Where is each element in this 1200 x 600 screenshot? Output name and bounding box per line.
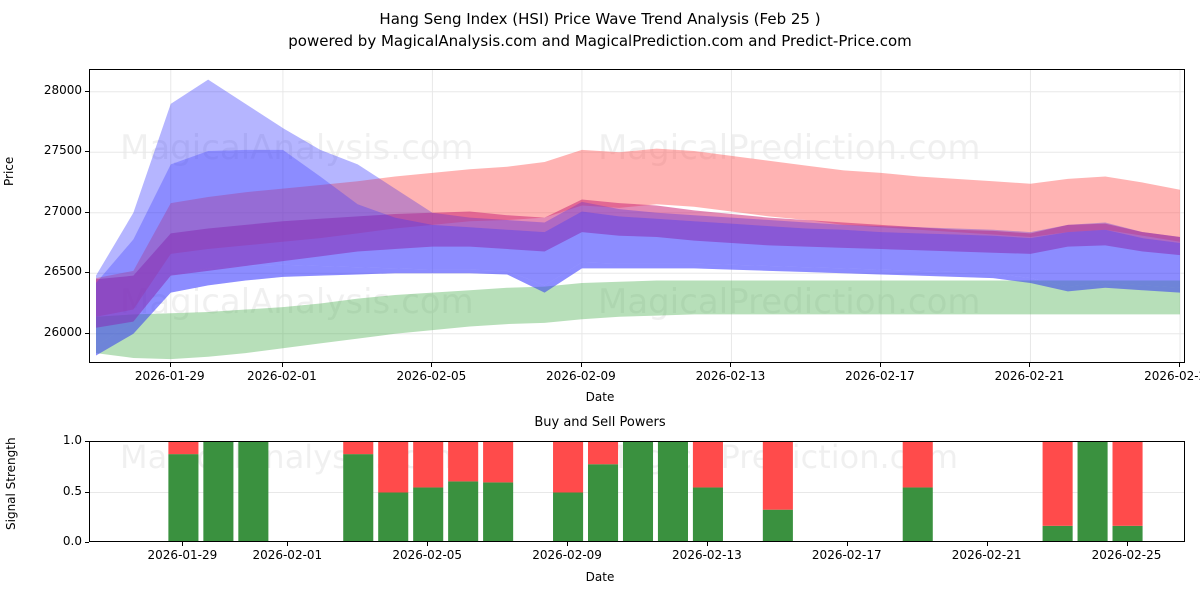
main-x-tickmark <box>169 363 171 367</box>
chart-title-block: Hang Seng Index (HSI) Price Wave Trend A… <box>0 8 1200 52</box>
main-y-tickmark <box>85 151 89 153</box>
sub-x-tick: 2026-02-25 <box>1091 548 1162 562</box>
sub-y-axis-label: Signal Strength <box>4 437 18 530</box>
sub-x-tickmark <box>706 542 708 546</box>
main-y-tickmark <box>85 272 89 274</box>
main-x-tickmark <box>580 363 582 367</box>
sub-chart-title: Buy and Sell Powers <box>534 415 666 430</box>
main-x-tick: 2026-02-21 <box>994 369 1065 383</box>
sub-x-tickmark <box>182 542 184 546</box>
main-x-tick: 2026-02-17 <box>845 369 915 383</box>
sub-x-tickmark <box>846 542 848 546</box>
main-x-tick: 2026-02-05 <box>396 369 467 383</box>
main-x-tick: 2026-02-25 <box>1144 369 1200 383</box>
page-subtitle: powered by MagicalAnalysis.com and Magic… <box>288 32 912 50</box>
main-x-tickmark <box>1179 363 1180 367</box>
sub-y-tickmark <box>85 491 89 493</box>
main-y-tick: 26000 <box>43 324 82 339</box>
sub-x-tick: 2026-02-09 <box>532 548 602 562</box>
sub-x-tick: 2026-02-13 <box>672 548 742 562</box>
main-y-tickmark <box>85 211 89 213</box>
main-x-tick: 2026-01-29 <box>134 369 205 383</box>
sub-x-tick: 2026-02-01 <box>252 548 323 562</box>
main-y-tick: 27500 <box>43 143 82 158</box>
price-wave-chart-panel: MagicalAnalysis.com MagicalPrediction.co… <box>89 69 1185 363</box>
sub-x-tickmark <box>287 542 289 546</box>
main-y-tickmark <box>85 90 89 92</box>
sub-x-tick: 2026-01-29 <box>147 548 218 562</box>
sub-x-tickmark <box>567 542 569 546</box>
sub-x-tickmark <box>427 542 429 546</box>
page-title: Hang Seng Index (HSI) Price Wave Trend A… <box>379 10 821 28</box>
price-wave-svg <box>90 70 1184 362</box>
buy-sell-powers-svg <box>90 442 1184 541</box>
buy-sell-powers-panel: MagicalAnalysis.com MagicalPrediction.co… <box>89 441 1185 542</box>
sub-x-tick: 2026-02-17 <box>811 548 882 562</box>
sub-y-tickmark <box>85 542 89 543</box>
sub-y-tick: 0.0 <box>62 534 82 548</box>
main-x-tickmark <box>879 363 881 367</box>
main-x-tick: 2026-02-13 <box>695 369 766 383</box>
sub-y-tickmark <box>85 441 89 442</box>
main-x-tick: 2026-02-01 <box>247 369 317 383</box>
sub-y-tick: 0.5 <box>62 483 82 498</box>
main-x-axis-label: Date <box>585 390 615 404</box>
main-y-tick: 28000 <box>43 82 82 97</box>
sub-y-tick: 1.0 <box>62 433 82 447</box>
sub-x-tick: 2026-02-05 <box>392 548 463 562</box>
sub-x-tick: 2026-02-21 <box>951 548 1022 562</box>
main-y-tickmark <box>85 332 89 334</box>
sub-x-axis-label: Date <box>585 570 615 584</box>
sub-x-tickmark <box>986 542 988 546</box>
main-x-tickmark <box>730 363 732 367</box>
main-x-tick: 2026-02-09 <box>546 369 616 383</box>
main-y-tick: 26500 <box>43 264 82 279</box>
main-x-tickmark <box>431 363 433 367</box>
main-y-axis-label: Price <box>2 156 16 186</box>
main-x-tickmark <box>281 363 283 367</box>
sub-x-tickmark <box>1126 542 1128 546</box>
main-x-tickmark <box>1029 363 1031 367</box>
main-y-tick: 27000 <box>43 203 82 218</box>
